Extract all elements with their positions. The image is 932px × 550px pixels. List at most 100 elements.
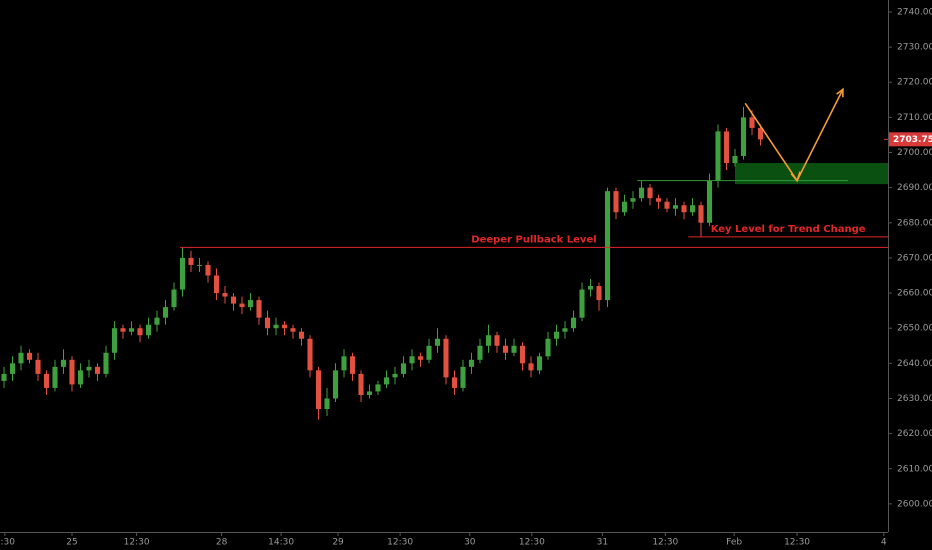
x-tick-label: 29 xyxy=(332,538,344,548)
candle-body xyxy=(35,359,41,374)
candle-body xyxy=(103,352,109,374)
candle-body xyxy=(179,257,186,290)
candle-body xyxy=(502,345,509,353)
candle-body xyxy=(468,359,475,367)
candle-body xyxy=(375,384,381,392)
candle-body xyxy=(128,328,135,332)
candle-body xyxy=(247,300,254,308)
candle-body xyxy=(511,345,517,353)
candle-body xyxy=(256,300,262,318)
candle-body xyxy=(757,127,764,140)
candle-body xyxy=(443,338,449,378)
candle-body xyxy=(698,205,704,223)
arrow-head xyxy=(836,87,844,98)
candle-body xyxy=(137,328,143,336)
candle-body xyxy=(528,363,534,371)
arrow-mid-head xyxy=(790,171,801,183)
candle-body xyxy=(18,352,24,364)
y-tick-label: 2700.00 xyxy=(897,148,932,158)
x-tick-label: 25 xyxy=(66,538,77,548)
candle-body xyxy=(1,373,7,381)
support-zone xyxy=(734,163,888,185)
candle-body xyxy=(647,187,653,199)
candle-body xyxy=(613,191,619,213)
candle-body xyxy=(681,205,687,213)
candle-body xyxy=(434,338,441,346)
candle-body xyxy=(749,117,755,128)
x-tick-label: 28 xyxy=(216,538,228,548)
y-tick-label: 2620.00 xyxy=(897,429,932,439)
x-tick-label: 2:30 xyxy=(0,538,15,548)
candle-body xyxy=(740,117,747,157)
y-tick-label: 2730.00 xyxy=(897,43,932,53)
candle-body xyxy=(307,338,313,371)
candle-body xyxy=(69,359,75,385)
candle-body xyxy=(324,398,330,410)
last-price-box xyxy=(889,132,932,147)
y-tick-label: 2660.00 xyxy=(897,289,932,299)
y-tick-label: 2640.00 xyxy=(897,359,932,369)
candle-body xyxy=(562,328,568,332)
x-tick-label: 12:30 xyxy=(124,538,150,548)
candle-body xyxy=(536,356,543,371)
candle-body xyxy=(358,373,364,395)
candle-body xyxy=(349,356,356,374)
candle-body xyxy=(579,289,585,318)
candle-body xyxy=(9,363,16,374)
y-tick-label: 2670.00 xyxy=(897,253,932,263)
candle-body xyxy=(188,257,194,265)
level-label: Deeper Pullback Level xyxy=(471,234,596,245)
candle-body xyxy=(400,363,407,374)
candle-body xyxy=(383,377,390,385)
candle-body xyxy=(94,366,101,374)
x-tick-label: 31 xyxy=(597,538,608,548)
y-tick-label: 2610.00 xyxy=(897,464,932,474)
candle-body xyxy=(426,345,432,360)
candle-body xyxy=(417,356,424,360)
candle-body xyxy=(86,366,92,371)
candle-body xyxy=(281,324,288,329)
candle-body xyxy=(621,201,628,213)
candle-body xyxy=(52,366,58,388)
y-tick-label: 2690.00 xyxy=(897,183,932,193)
candle-body xyxy=(315,370,322,410)
candle-body xyxy=(706,180,713,223)
candle-body xyxy=(553,331,560,339)
candle-body xyxy=(545,338,551,357)
candle-body xyxy=(587,286,594,290)
candle-body xyxy=(630,198,636,202)
candle-body xyxy=(230,296,237,304)
candle-body xyxy=(366,391,373,395)
candle-body xyxy=(672,205,679,209)
candle-body xyxy=(715,131,721,181)
candle-body xyxy=(154,317,160,325)
x-tick-label: 12:30 xyxy=(387,538,413,548)
y-tick-label: 2680.00 xyxy=(897,218,932,228)
candle-body xyxy=(655,198,662,202)
candle-body xyxy=(162,307,169,318)
x-tick-label: 14:30 xyxy=(268,538,294,548)
y-tick-label: 2710.00 xyxy=(897,113,932,123)
candle-body xyxy=(43,373,50,388)
y-tick-label: 2650.00 xyxy=(897,324,932,334)
x-tick-label: 12:30 xyxy=(652,538,678,548)
candle-body xyxy=(392,373,398,378)
y-tick-label: 2600.00 xyxy=(897,499,932,509)
candle-body xyxy=(451,377,458,388)
last-price-label: 2703.75 xyxy=(893,135,932,145)
candle-body xyxy=(409,356,415,364)
candle-body xyxy=(477,345,483,360)
candle-body xyxy=(341,356,347,371)
candle-body xyxy=(239,303,245,308)
candle-body xyxy=(689,205,696,213)
y-tick-label: 2630.00 xyxy=(897,394,932,404)
candle-body xyxy=(264,317,271,329)
candle-body xyxy=(638,187,645,199)
candle-body xyxy=(77,370,84,385)
candle-body xyxy=(205,264,211,276)
candle-body xyxy=(485,335,492,346)
candle-body xyxy=(596,286,602,301)
candle-body xyxy=(604,191,611,301)
